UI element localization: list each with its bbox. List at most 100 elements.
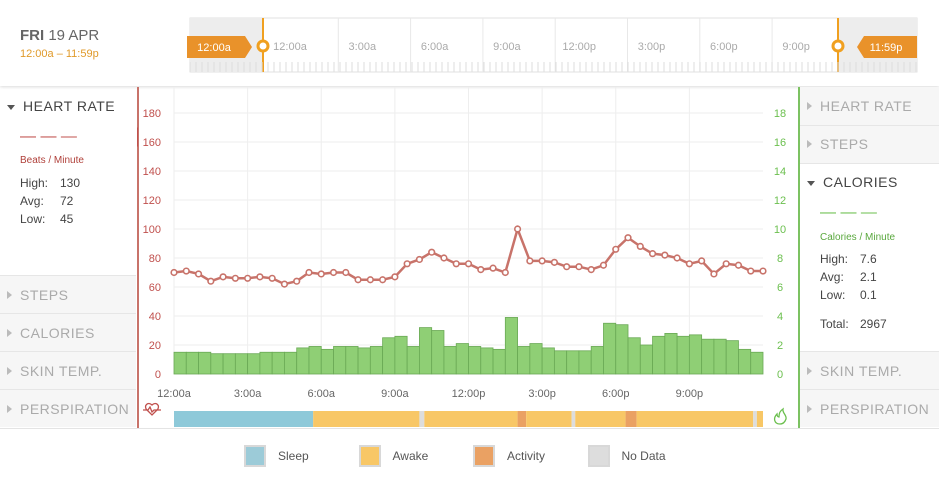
end-handle-label: 11:59p: [870, 42, 903, 54]
legend-label: Sleep: [278, 449, 309, 463]
heart-rate-point: [489, 264, 497, 272]
y-tick-label: 180: [143, 108, 161, 120]
bar: [234, 353, 249, 375]
timeline-segment: [636, 411, 754, 427]
bar: [345, 346, 359, 375]
x-tick-label: 3:00a: [234, 388, 262, 400]
panel-item[interactable]: HEART RATE: [807, 98, 912, 114]
stat-label: Low:: [20, 212, 46, 226]
bar: [701, 338, 715, 375]
heart-rate-point: [636, 242, 644, 250]
bar: [394, 335, 408, 375]
left-active-title[interactable]: HEART RATE: [7, 98, 115, 114]
y-tick-label: 80: [149, 253, 161, 265]
bar: [738, 348, 752, 375]
timeline-segment: [575, 411, 626, 427]
bar: [664, 332, 678, 375]
timeline-segment: [174, 411, 314, 427]
y2-tick-label: 2: [777, 340, 783, 352]
timeline-segment: [571, 411, 576, 427]
stat-label: High:: [20, 176, 49, 190]
heart-rate-point: [280, 280, 289, 288]
slider-tick-label: 9:00p: [782, 41, 810, 53]
heart-rate-point: [477, 266, 485, 274]
legend-swatch: [473, 445, 495, 467]
heart-rate-point: [587, 266, 595, 274]
bar: [455, 343, 469, 375]
stat-label: Low:: [820, 288, 846, 302]
y2-tick-label: 8: [777, 253, 783, 265]
left-pointer: [137, 127, 138, 147]
legend-swatch: [587, 445, 610, 467]
heart-rate-point: [563, 263, 571, 271]
time-range: 12:00a – 11:59p: [20, 48, 99, 60]
chart: 0 20 40 60 80 100 120 140 160 180 0 2 4 6 8 10 12 14 16 18 1…: [137, 87, 800, 428]
time-slider[interactable]: 12:00a 3:00a 6:00a 9:00a 12:00p 3:00p 6:00p 9:0…: [0, 0, 939, 86]
total-label: Total:: [820, 317, 849, 331]
bar: [259, 351, 273, 375]
bar: [210, 353, 224, 375]
heart-rate-point: [624, 234, 632, 242]
panel-item[interactable]: PERSPIRATION: [7, 401, 129, 417]
bar: [443, 346, 457, 375]
heart-rate-point: [538, 257, 546, 265]
heart-rate-point: [317, 270, 325, 278]
heart-rate-point: [513, 225, 522, 233]
heart-rate-point: [698, 257, 706, 265]
heart-rate-point: [575, 263, 583, 271]
slider-end-knob[interactable]: [831, 39, 845, 53]
bar: [492, 348, 506, 375]
heart-rate-point: [268, 274, 276, 282]
slider-tick-label: 12:00p: [562, 41, 596, 53]
y2-tick-label: 0: [777, 369, 783, 381]
panel-item[interactable]: CALORIES: [7, 325, 95, 341]
bar: [296, 347, 310, 375]
heart-rate-point: [182, 267, 190, 275]
panel-item[interactable]: SKIN TEMP.: [807, 363, 902, 379]
heart-rate-point: [759, 267, 767, 275]
heart-rate-point: [526, 257, 534, 265]
heart-rate-point: [734, 261, 743, 269]
bar: [725, 340, 739, 375]
legend-label: Awake: [392, 449, 429, 463]
bar: [750, 351, 764, 375]
heart-rate-point: [415, 255, 424, 264]
start-handle[interactable]: [187, 36, 252, 58]
bar: [369, 346, 384, 375]
bar: [419, 327, 433, 375]
slider-tick-label: 3:00p: [638, 41, 666, 53]
heart-rate-point: [722, 260, 730, 268]
bar: [652, 335, 666, 375]
heart-rate-point: [685, 260, 693, 268]
heart-rate-point: [661, 251, 669, 259]
y-tick-label: 120: [143, 195, 161, 207]
bar: [382, 337, 396, 375]
slider-start-knob[interactable]: [256, 39, 270, 53]
separator: [800, 389, 939, 390]
y2-tick-label: 16: [774, 137, 786, 149]
bar: [676, 335, 690, 375]
x-tick-label: 6:00p: [602, 388, 630, 400]
bar: [590, 346, 604, 375]
panel-item[interactable]: STEPS: [7, 287, 68, 303]
bar: [529, 343, 543, 375]
end-handle[interactable]: [857, 36, 917, 58]
y2-tick-label: 6: [777, 282, 783, 294]
bar: [357, 347, 371, 375]
panel-item[interactable]: STEPS: [807, 136, 868, 152]
right-active-title[interactable]: CALORIES: [807, 174, 898, 190]
slider-tick-label: 12:00a: [273, 41, 308, 53]
heart-rate-point: [170, 268, 178, 277]
legend-label: No Data: [621, 449, 666, 463]
stat-value: 0.1: [860, 288, 877, 302]
separator: [0, 313, 136, 314]
panel-item[interactable]: PERSPIRATION: [807, 401, 929, 417]
panel-item[interactable]: SKIN TEMP.: [7, 363, 102, 379]
heart-rate-point: [452, 260, 460, 268]
bar: [566, 350, 580, 375]
y-tick-label: 0: [155, 369, 161, 381]
heart-rate-point: [207, 277, 215, 285]
heart-rate-point: [194, 270, 203, 278]
stat-value: 45: [60, 212, 74, 226]
